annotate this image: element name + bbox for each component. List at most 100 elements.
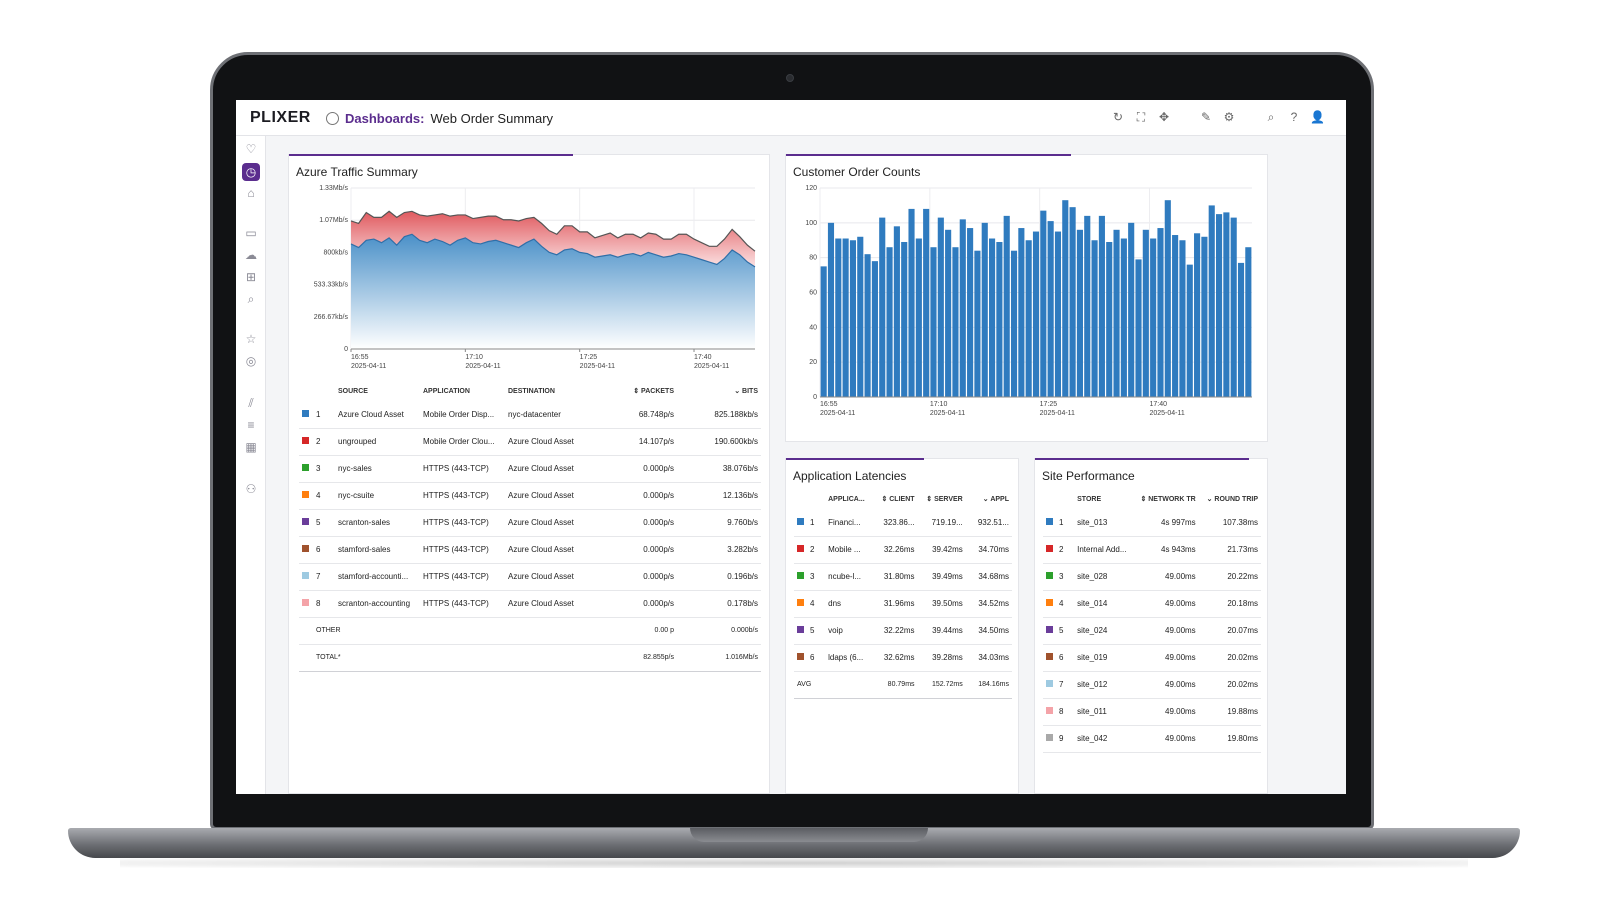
breadcrumb-section[interactable]: Dashboards: bbox=[345, 111, 425, 126]
order-bar[interactable] bbox=[893, 226, 900, 397]
col-round-trip[interactable]: ⌄ ROUND TRIP bbox=[1206, 496, 1258, 503]
traffic-row[interactable]: 3 nyc-sales HTTPS (443-TCP) Azure Cloud Ass… bbox=[299, 455, 761, 483]
site-row[interactable]: 9 site_042 49.00ms 19.80ms bbox=[1043, 725, 1261, 753]
traffic-row[interactable]: 7 stamford-accounti... HTTPS (443-TCP) Azur… bbox=[299, 563, 761, 591]
order-bar[interactable] bbox=[923, 208, 930, 397]
latency-row[interactable]: 5 voip 32.22ms 39.44ms 34.50ms bbox=[794, 617, 1012, 645]
order-bar[interactable] bbox=[915, 238, 922, 397]
order-bar[interactable] bbox=[1230, 217, 1237, 397]
latency-row[interactable]: 2 Mobile ... 32.26ms 39.42ms 34.70ms bbox=[794, 536, 1012, 564]
order-bar[interactable] bbox=[1106, 241, 1113, 397]
col-bits[interactable]: ⌄ BITS bbox=[734, 388, 758, 395]
user-icon[interactable]: 👤 bbox=[1310, 110, 1325, 124]
order-bar[interactable] bbox=[857, 236, 864, 397]
order-bar[interactable] bbox=[849, 240, 857, 397]
col-client[interactable]: ⇕ CLIENT bbox=[881, 496, 915, 503]
edit-icon[interactable]: ✎ bbox=[1200, 110, 1212, 124]
sidebar-target-icon[interactable]: ◎ bbox=[245, 354, 257, 368]
order-bar[interactable] bbox=[1237, 262, 1245, 397]
site-row[interactable]: 4 site_014 49.00ms 20.18ms bbox=[1043, 590, 1261, 618]
order-bar[interactable] bbox=[1120, 238, 1127, 397]
latency-row[interactable]: 1 Financi... 323.86... 719.19... 932.51... bbox=[794, 509, 1012, 537]
order-bar[interactable] bbox=[974, 250, 981, 397]
order-bar[interactable] bbox=[1054, 231, 1062, 397]
fullscreen-icon[interactable]: ⛶ bbox=[1136, 110, 1146, 124]
order-bar[interactable] bbox=[886, 247, 893, 397]
sidebar-dashboard-icon[interactable]: ◷ bbox=[242, 163, 260, 181]
refresh-icon[interactable]: ↻ bbox=[1112, 110, 1124, 124]
col-destination[interactable]: DESTINATION bbox=[508, 387, 555, 395]
order-bar[interactable] bbox=[879, 217, 886, 397]
col-appl[interactable]: ⌄ APPL bbox=[982, 496, 1009, 503]
order-bar[interactable] bbox=[1157, 228, 1164, 397]
order-bar[interactable] bbox=[1098, 215, 1105, 397]
order-bar[interactable] bbox=[1010, 250, 1018, 397]
traffic-row[interactable]: 5 scranton-sales HTTPS (443-TCP) Azure Clou… bbox=[299, 509, 761, 537]
move-icon[interactable]: ✥ bbox=[1158, 110, 1170, 124]
order-bar[interactable] bbox=[1091, 240, 1098, 397]
sidebar-home-icon[interactable]: ⌂ bbox=[247, 186, 255, 200]
order-bar[interactable] bbox=[901, 241, 908, 397]
col-source[interactable]: SOURCE bbox=[338, 387, 368, 395]
site-row[interactable]: 1 site_013 4s 997ms 107.38ms bbox=[1043, 509, 1261, 537]
site-row[interactable]: 8 site_011 49.00ms 19.88ms bbox=[1043, 698, 1261, 726]
order-bar[interactable] bbox=[1084, 215, 1091, 397]
order-bar[interactable] bbox=[1194, 233, 1201, 397]
col-application[interactable]: APPLICA... bbox=[828, 495, 865, 503]
order-bar[interactable] bbox=[908, 208, 915, 397]
traffic-row[interactable]: 2 ungrouped Mobile Order Clou... Azure Clou… bbox=[299, 428, 761, 456]
col-application[interactable]: APPLICATION bbox=[423, 387, 470, 395]
order-bar[interactable] bbox=[959, 219, 966, 397]
order-bar[interactable] bbox=[1142, 229, 1149, 397]
order-bar[interactable] bbox=[967, 228, 974, 397]
sidebar-calendar-icon[interactable]: ▦ bbox=[245, 440, 257, 454]
order-bar[interactable] bbox=[1186, 264, 1193, 397]
order-bar[interactable] bbox=[989, 238, 996, 397]
order-bar[interactable] bbox=[820, 266, 827, 397]
order-bar[interactable] bbox=[1062, 200, 1069, 397]
site-row[interactable]: 7 site_012 49.00ms 20.02ms bbox=[1043, 671, 1261, 699]
order-bar[interactable] bbox=[1223, 212, 1230, 397]
col-packets[interactable]: ⇕ PACKETS bbox=[633, 388, 674, 395]
search-icon[interactable]: ⌕ bbox=[1267, 110, 1275, 124]
order-bar[interactable] bbox=[1032, 231, 1040, 397]
site-row[interactable]: 2 Internal Add... 4s 943ms 21.73ms bbox=[1043, 536, 1261, 564]
latency-row[interactable]: 4 dns 31.96ms 39.50ms 34.52ms bbox=[794, 590, 1012, 618]
order-bar[interactable] bbox=[1172, 235, 1179, 397]
sidebar-search-icon[interactable]: ⌕ bbox=[247, 292, 255, 306]
site-row[interactable]: 6 site_019 49.00ms 20.02ms bbox=[1043, 644, 1261, 672]
traffic-row[interactable]: 8 scranton-accounting HTTPS (443-TCP) Azure… bbox=[299, 590, 761, 618]
order-bar[interactable] bbox=[1040, 210, 1047, 397]
order-bar[interactable] bbox=[1179, 240, 1186, 397]
order-bar[interactable] bbox=[1069, 207, 1076, 397]
latency-row[interactable]: 3 ncube-l... 31.80ms 39.49ms 34.68ms bbox=[794, 563, 1012, 591]
order-bar[interactable] bbox=[1164, 200, 1171, 397]
order-bar[interactable] bbox=[945, 229, 952, 397]
order-bar[interactable] bbox=[1135, 259, 1142, 397]
order-bar[interactable] bbox=[930, 247, 937, 397]
site-row[interactable]: 5 site_024 49.00ms 20.07ms bbox=[1043, 617, 1261, 645]
sidebar-favorite-dashboard-icon[interactable]: ♡ bbox=[245, 142, 257, 156]
order-bar[interactable] bbox=[1201, 236, 1208, 397]
traffic-row[interactable]: 1 Azure Cloud Asset Mobile Order Disp... ny… bbox=[299, 401, 761, 429]
order-bar[interactable] bbox=[1003, 215, 1010, 397]
sidebar-network-icon[interactable]: ⊞ bbox=[245, 270, 257, 284]
order-bar[interactable] bbox=[996, 241, 1003, 397]
order-bar[interactable] bbox=[1076, 229, 1083, 397]
col-store[interactable]: STORE bbox=[1077, 495, 1102, 503]
order-bar[interactable] bbox=[835, 238, 842, 397]
order-bar[interactable] bbox=[981, 222, 988, 397]
col-network[interactable]: ⇕ NETWORK TR bbox=[1140, 496, 1196, 503]
col-server[interactable]: ⇕ SERVER bbox=[926, 496, 963, 503]
order-bar[interactable] bbox=[1245, 247, 1252, 397]
order-bar[interactable] bbox=[864, 254, 871, 397]
sidebar-star-icon[interactable]: ☆ bbox=[245, 332, 257, 346]
traffic-row[interactable]: 4 nyc-csuite HTTPS (443-TCP) Azure Cloud As… bbox=[299, 482, 761, 510]
traffic-row[interactable]: 6 stamford-sales HTTPS (443-TCP) Azure Clou… bbox=[299, 536, 761, 564]
order-bar[interactable] bbox=[1025, 240, 1032, 397]
order-bar[interactable] bbox=[1047, 221, 1054, 397]
order-bar[interactable] bbox=[1018, 228, 1025, 397]
sidebar-monitor-icon[interactable]: ▭ bbox=[245, 226, 257, 240]
sidebar-admin-icon[interactable]: ⚇ bbox=[245, 482, 257, 496]
order-bar[interactable] bbox=[827, 222, 835, 397]
